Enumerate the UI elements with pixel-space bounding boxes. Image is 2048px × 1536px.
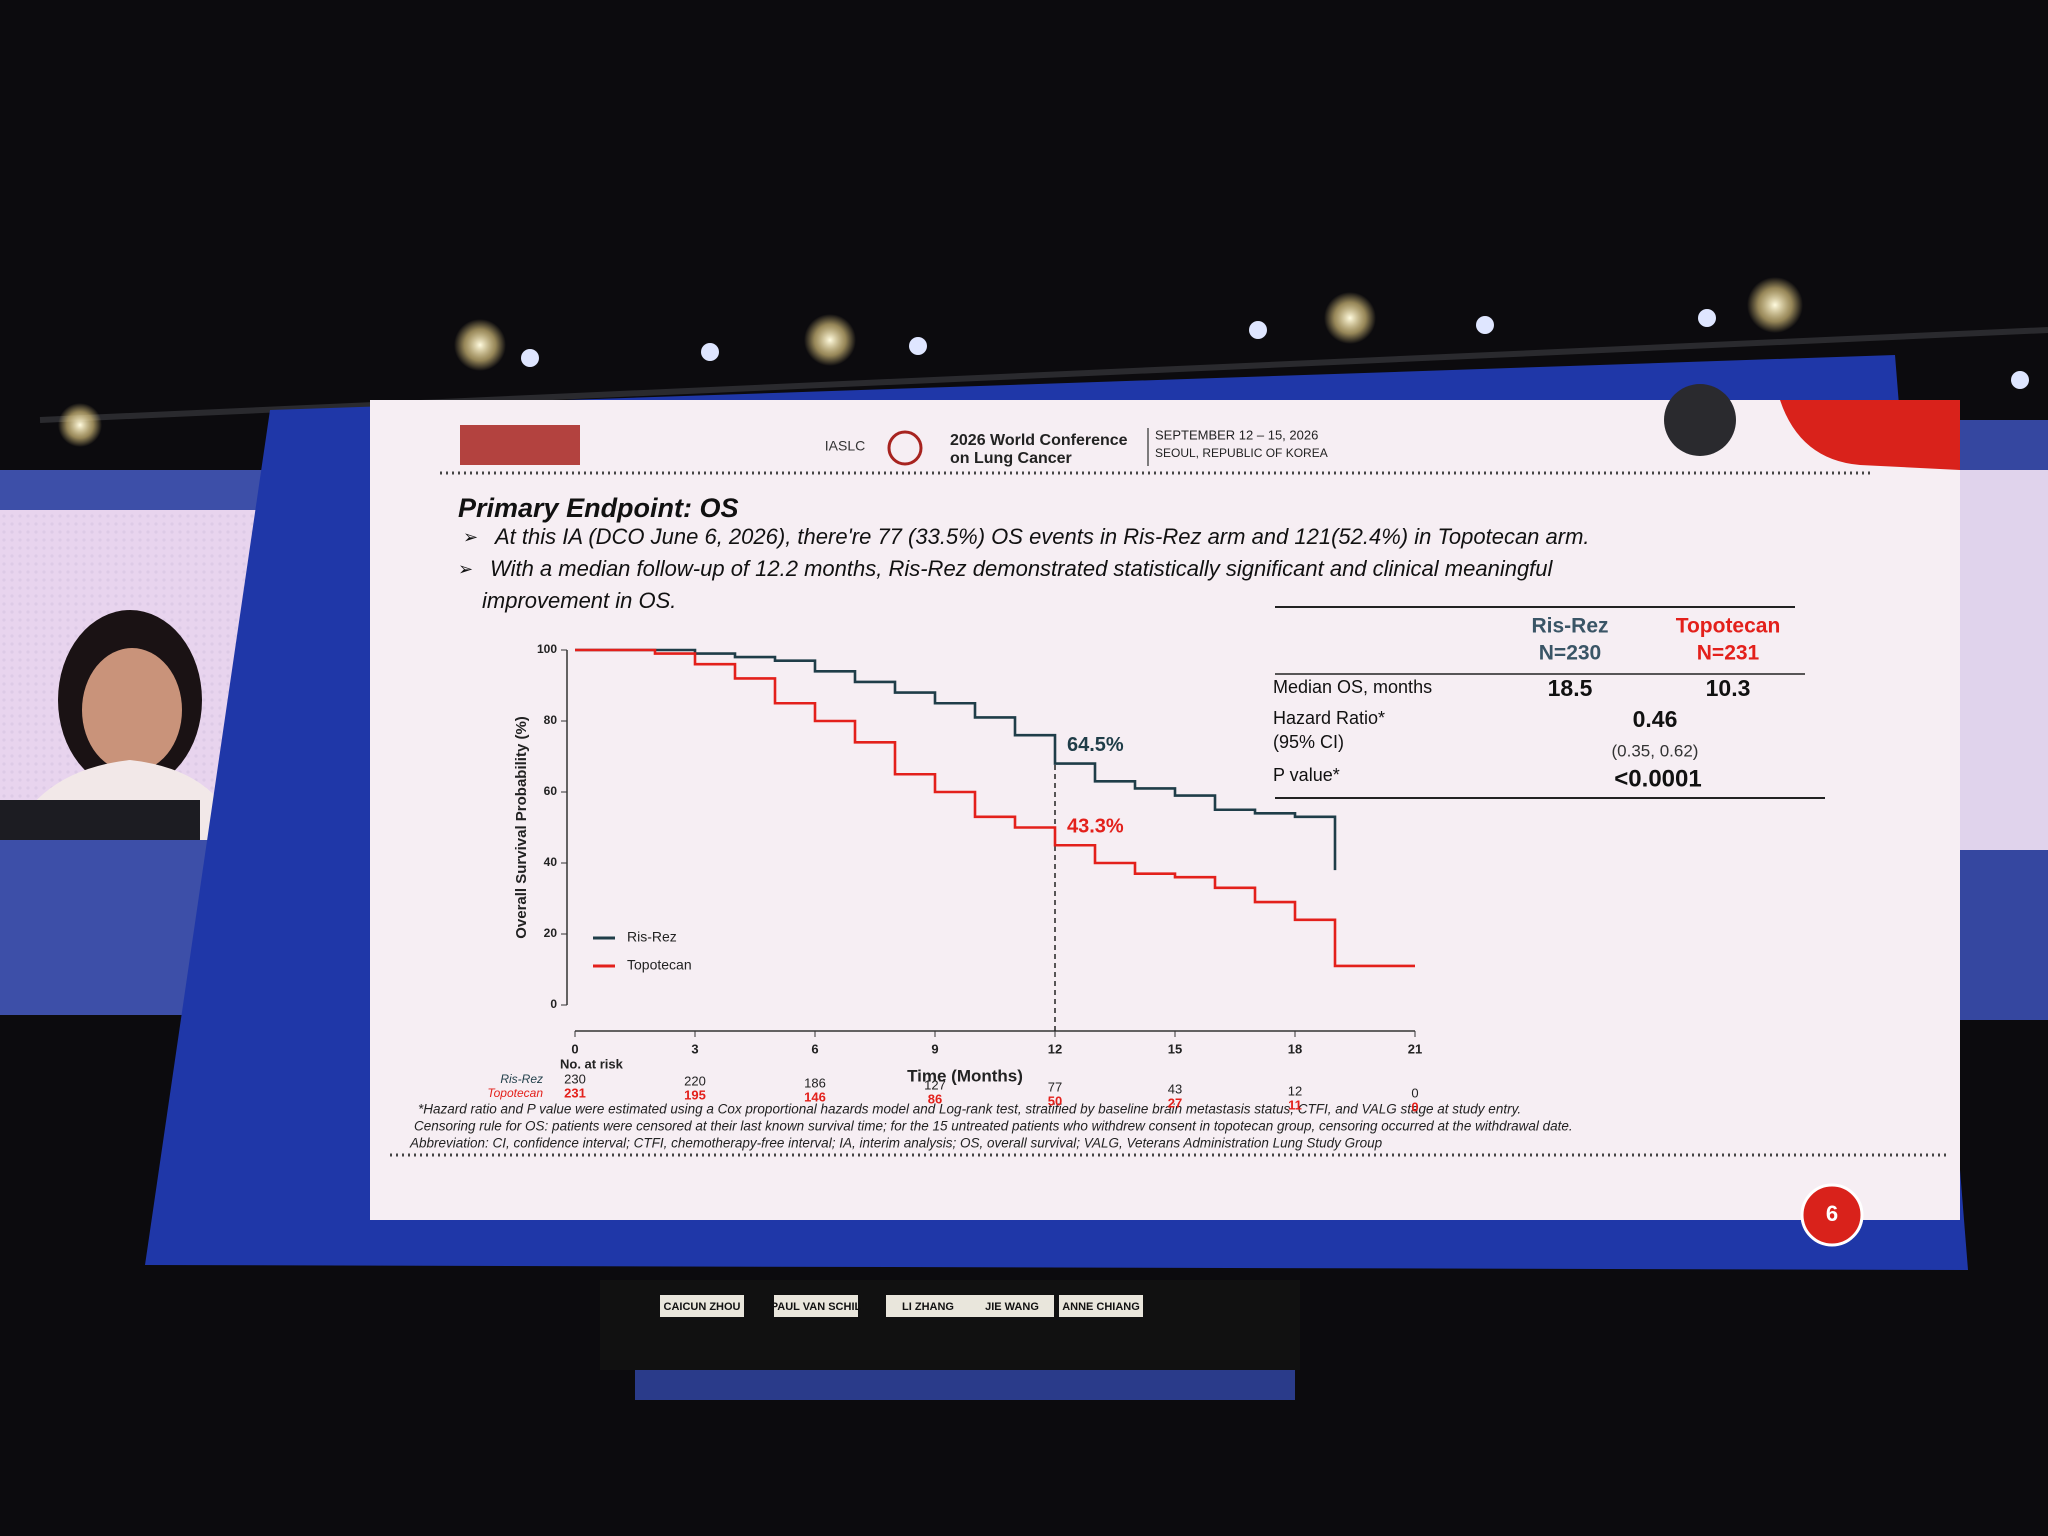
footnote: Censoring rule for OS: patients were cen… bbox=[414, 1119, 1573, 1134]
survival-curve bbox=[575, 648, 1415, 968]
slide-title: Primary Endpoint: OS bbox=[458, 493, 739, 523]
name-card bbox=[886, 1295, 970, 1317]
bullet-marker: ➢ bbox=[458, 559, 473, 579]
risk-table-count: 77 bbox=[1048, 1079, 1062, 1094]
table-column-header: Ris-Rez bbox=[1531, 615, 1608, 638]
risk-table-count: 231 bbox=[564, 1085, 586, 1100]
y-tick-label: 20 bbox=[544, 926, 558, 940]
y-tick-label: 60 bbox=[544, 784, 558, 798]
bullet-text: At this IA (DCO June 6, 2026), there're … bbox=[493, 524, 1590, 549]
table-cell: 10.3 bbox=[1706, 675, 1751, 701]
annotation: 64.5% bbox=[1067, 734, 1124, 756]
table-row-label: P value* bbox=[1273, 765, 1340, 785]
page-number: 6 bbox=[1826, 1201, 1838, 1226]
y-tick-label: 40 bbox=[544, 855, 558, 869]
page-number-badge bbox=[1800, 1183, 1864, 1247]
table-cell: <0.0001 bbox=[1614, 765, 1701, 792]
slide-corner-globe bbox=[1664, 384, 1736, 456]
risk-table-count: 0 bbox=[1411, 1099, 1418, 1114]
footnote: *Hazard ratio and P value were estimated… bbox=[418, 1102, 1521, 1117]
legend-label: Topotecan bbox=[627, 957, 692, 973]
table-cell: 18.5 bbox=[1548, 675, 1593, 701]
x-axis-label: Time (Months) bbox=[907, 1066, 1023, 1085]
y-tick-label: 80 bbox=[544, 713, 558, 727]
risk-table-count: 220 bbox=[684, 1073, 706, 1088]
survival-curve bbox=[575, 648, 1337, 871]
legend-label: Ris-Rez bbox=[627, 929, 677, 945]
annotation: 43.3% bbox=[1067, 816, 1124, 838]
x-tick-label: 18 bbox=[1288, 1041, 1302, 1056]
conference-name: on Lung Cancer bbox=[950, 450, 1072, 467]
table-row-label: Hazard Ratio* bbox=[1273, 708, 1385, 728]
table-row-label: Median OS, months bbox=[1273, 677, 1432, 697]
slide bbox=[370, 400, 1960, 1220]
x-tick-label: 6 bbox=[811, 1041, 818, 1056]
society-name: IASLC bbox=[825, 438, 865, 454]
risk-table-count: 127 bbox=[924, 1077, 946, 1092]
name-card-label: JIE WANG bbox=[985, 1301, 1039, 1313]
y-tick-label: 0 bbox=[550, 997, 557, 1011]
table-cell: 0.46 bbox=[1633, 706, 1678, 732]
name-card bbox=[970, 1295, 1054, 1317]
risk-table-count: 230 bbox=[564, 1071, 586, 1086]
slide-header-image bbox=[460, 425, 580, 465]
risk-table-name: Topotecan bbox=[487, 1086, 543, 1100]
slide-corner-decoration bbox=[1780, 400, 1960, 470]
risk-table-name: Ris-Rez bbox=[500, 1072, 543, 1086]
x-tick-label: 21 bbox=[1408, 1041, 1422, 1056]
bullet-text: improvement in OS. bbox=[482, 588, 676, 613]
risk-table-count: 195 bbox=[684, 1087, 706, 1102]
conference-dates: SEPTEMBER 12 – 15, 2026 bbox=[1155, 427, 1318, 442]
conference-location: SEOUL, REPUBLIC OF KOREA bbox=[1155, 446, 1328, 460]
y-axis-label: Overall Survival Probability (%) bbox=[513, 716, 530, 939]
name-card-label: ANNE CHIANG bbox=[1062, 1301, 1140, 1313]
name-card-label: CAICUN ZHOU bbox=[664, 1301, 741, 1313]
table-column-header: Topotecan bbox=[1676, 615, 1781, 638]
risk-table-count: 50 bbox=[1048, 1093, 1062, 1108]
name-card-label: LI ZHANG bbox=[902, 1301, 954, 1313]
risk-table-count: 86 bbox=[928, 1091, 942, 1106]
bullet-text: With a median follow-up of 12.2 months, … bbox=[490, 556, 1554, 581]
x-tick-label: 12 bbox=[1048, 1041, 1062, 1056]
x-tick-label: 9 bbox=[931, 1041, 938, 1056]
speaker-figure bbox=[0, 610, 240, 840]
risk-table-count: 43 bbox=[1168, 1081, 1182, 1096]
risk-table-count: 0 bbox=[1411, 1085, 1418, 1100]
name-card-label: PAUL VAN SCHIL bbox=[771, 1301, 862, 1313]
x-tick-label: 3 bbox=[691, 1041, 698, 1056]
bullet-marker: ➢ bbox=[463, 527, 478, 547]
risk-table-count: 186 bbox=[804, 1075, 826, 1090]
panel-desk bbox=[600, 1280, 1300, 1370]
x-tick-label: 0 bbox=[571, 1041, 578, 1056]
conference-logo bbox=[887, 430, 923, 466]
risk-table-title: No. at risk bbox=[560, 1056, 624, 1071]
conference-name: 2026 World Conference bbox=[950, 432, 1128, 449]
table-column-n: N=231 bbox=[1697, 642, 1760, 665]
footnote: Abbreviation: CI, confidence interval; C… bbox=[409, 1136, 1383, 1151]
x-tick-label: 15 bbox=[1168, 1041, 1182, 1056]
y-tick-label: 100 bbox=[537, 642, 557, 656]
table-row-sublabel: (95% CI) bbox=[1273, 732, 1344, 752]
risk-table-count: 27 bbox=[1168, 1095, 1182, 1110]
name-card bbox=[1059, 1295, 1143, 1317]
name-card bbox=[660, 1295, 744, 1317]
risk-table-count: 12 bbox=[1288, 1083, 1302, 1098]
table-column-n: N=230 bbox=[1539, 642, 1601, 665]
name-card bbox=[774, 1295, 858, 1317]
table-cell-ci: (0.35, 0.62) bbox=[1612, 741, 1699, 760]
stage-banner bbox=[635, 1370, 1295, 1400]
risk-table-count: 146 bbox=[804, 1089, 826, 1104]
risk-table-count: 11 bbox=[1288, 1097, 1302, 1112]
